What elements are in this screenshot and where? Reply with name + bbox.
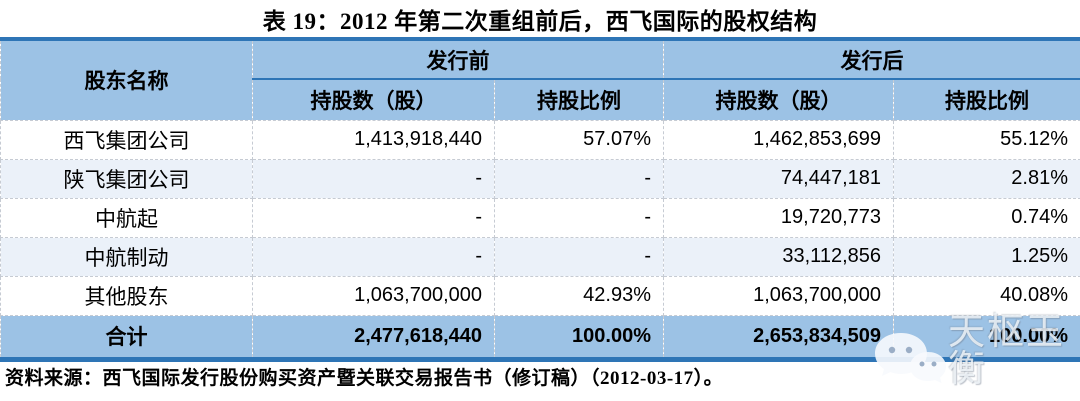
table-row: 中航起 - - 19,720,773 0.74% bbox=[0, 198, 1080, 238]
pre-ratio-cell: 42.93% bbox=[494, 276, 664, 316]
pre-shares-cell: 1,413,918,440 bbox=[252, 120, 495, 160]
total-row: 合计 2,477,618,440 100.00% 2,653,834,509 1… bbox=[0, 315, 1080, 359]
post-ratio-cell: 55.12% bbox=[893, 120, 1080, 160]
pre-ratio-cell: - bbox=[494, 198, 664, 238]
post-shares-cell: 19,720,773 bbox=[663, 198, 894, 238]
post-ratio-cell: 1.25% bbox=[893, 237, 1080, 277]
header-group-row: 股东名称 发行前 发行后 bbox=[0, 39, 1080, 121]
table-title: 表 19：2012 年第二次重组前后，西飞国际的股权结构 bbox=[262, 8, 818, 34]
header-group-post-issue: 发行后 bbox=[663, 39, 1080, 80]
post-ratio-cell: 40.08% bbox=[893, 276, 1080, 316]
equity-structure-table: 股东名称 发行前 发行后 持股数（股） 持股比例 持股数（股） 持股比例 西飞集… bbox=[0, 37, 1080, 362]
total-pre-ratio-cell: 100.00% bbox=[494, 315, 664, 359]
post-shares-cell: 74,447,181 bbox=[663, 159, 894, 199]
source-note: 资料来源：西飞国际发行股份购买资产暨关联交易报告书（修订稿）（2012-03-1… bbox=[5, 367, 724, 389]
total-label-cell: 合计 bbox=[0, 315, 253, 359]
pre-ratio-cell: - bbox=[494, 237, 664, 277]
header-group-pre-issue: 发行前 bbox=[252, 39, 664, 80]
post-shares-cell: 1,063,700,000 bbox=[663, 276, 894, 316]
header-post-ratio: 持股比例 bbox=[893, 79, 1080, 121]
shareholder-name-cell: 中航制动 bbox=[0, 237, 253, 277]
shareholder-name-cell: 中航起 bbox=[0, 198, 253, 238]
pre-ratio-cell: - bbox=[494, 159, 664, 199]
shareholder-name-cell: 陕飞集团公司 bbox=[0, 159, 253, 199]
total-post-shares-cell: 2,653,834,509 bbox=[663, 315, 894, 359]
header-pre-shares: 持股数（股） bbox=[252, 79, 495, 121]
pre-shares-cell: 1,063,700,000 bbox=[252, 276, 495, 316]
post-ratio-cell: 2.81% bbox=[893, 159, 1080, 199]
pre-shares-cell: - bbox=[252, 237, 495, 277]
header-pre-ratio: 持股比例 bbox=[494, 79, 664, 121]
table-row: 中航制动 - - 33,112,856 1.25% bbox=[0, 237, 1080, 277]
table-row: 陕飞集团公司 - - 74,447,181 2.81% bbox=[0, 159, 1080, 199]
header-post-shares: 持股数（股） bbox=[663, 79, 894, 121]
pre-ratio-cell: 57.07% bbox=[494, 120, 664, 160]
shareholder-name-cell: 其他股东 bbox=[0, 276, 253, 316]
total-pre-shares-cell: 2,477,618,440 bbox=[252, 315, 495, 359]
header-shareholder-name: 股东名称 bbox=[0, 39, 253, 121]
post-shares-cell: 1,462,853,699 bbox=[663, 120, 894, 160]
total-post-ratio-cell: 100.00% bbox=[893, 315, 1080, 359]
table-header: 股东名称 发行前 发行后 持股数（股） 持股比例 持股数（股） 持股比例 bbox=[0, 39, 1080, 121]
table-row: 其他股东 1,063,700,000 42.93% 1,063,700,000 … bbox=[0, 276, 1080, 316]
post-shares-cell: 33,112,856 bbox=[663, 237, 894, 277]
pre-shares-cell: - bbox=[252, 198, 495, 238]
shareholder-name-cell: 西飞集团公司 bbox=[0, 120, 253, 160]
table-row: 西飞集团公司 1,413,918,440 57.07% 1,462,853,69… bbox=[0, 120, 1080, 160]
header-sub-row: 持股数（股） 持股比例 持股数（股） 持股比例 bbox=[1, 79, 1080, 121]
post-ratio-cell: 0.74% bbox=[893, 198, 1080, 238]
pre-shares-cell: - bbox=[252, 159, 495, 199]
